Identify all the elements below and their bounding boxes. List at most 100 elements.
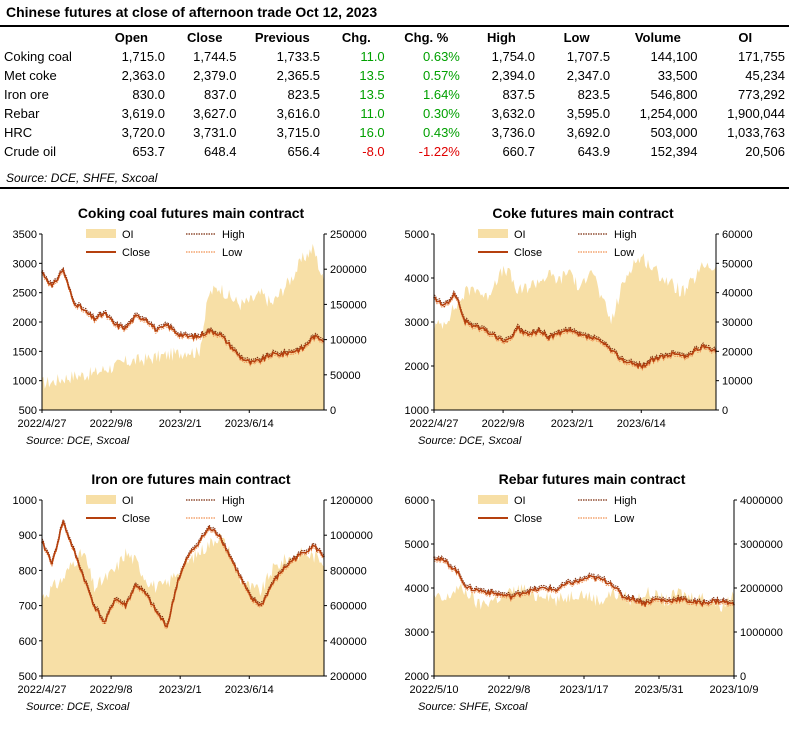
y-left-tick-label: 3000 (405, 317, 429, 329)
cell-chgpct: 1.64% (423, 87, 460, 102)
close-point (135, 315, 137, 317)
close-point (577, 580, 580, 583)
close-point (83, 576, 85, 579)
y-left-tick-label: 700 (19, 601, 37, 613)
cell-oi: 20,506 (745, 144, 785, 159)
chart-title: Rebar futures main contract (499, 471, 686, 487)
close-point (103, 312, 106, 314)
legend-high-label: High (222, 229, 245, 241)
close-point (93, 604, 95, 607)
close-point (166, 625, 169, 628)
cell-previous: 3,616.0 (276, 106, 321, 121)
x-tick-label: 2022/4/27 (410, 418, 459, 430)
y-left-tick-label: 1000 (405, 405, 429, 417)
cell-previous: 2,365.5 (276, 68, 321, 83)
close-point (633, 598, 635, 600)
cell-high: 2,394.0 (491, 68, 535, 83)
cell-low: 1,707.5 (566, 49, 611, 64)
legend-oi-label: OI (122, 495, 134, 507)
column-header: Close (187, 30, 223, 45)
cell-high: 1,754.0 (491, 49, 535, 64)
chart-title: Coke futures main contract (492, 205, 674, 221)
close-point (566, 582, 569, 585)
close-point (145, 318, 148, 320)
close-point (555, 589, 557, 591)
legend-oi-swatch (478, 495, 508, 504)
close-point (281, 569, 284, 572)
close-point (187, 335, 189, 338)
close-point (208, 527, 210, 529)
cell-oi: 1,900,044 (727, 106, 785, 121)
cell-chg: -8.0 (362, 144, 385, 159)
column-header: Low (563, 30, 590, 45)
legend-close-label: Close (514, 513, 542, 525)
close-point (443, 305, 446, 308)
cell-chgpct: 0.30% (423, 106, 460, 121)
coking-coal-chart: Coking coal futures main contract 500 1000… (0, 198, 392, 458)
y-right-tick-label: 50000 (330, 370, 361, 382)
cell-low: 643.9 (577, 144, 611, 159)
close-point (688, 600, 691, 602)
cell-volume: 152,394 (650, 144, 698, 159)
close-point (281, 353, 284, 356)
chart-svg: Rebar futures main contract 2000 3000 4000 5… (405, 471, 783, 713)
close-point (135, 583, 137, 586)
y-right-tick-label: 0 (722, 405, 728, 417)
close-point (610, 349, 613, 352)
y-left-tick-label: 2000 (405, 671, 429, 683)
cell-close: 3,627.0 (193, 106, 237, 121)
chart-source: Source: DCE, Sxcoal (26, 435, 130, 447)
close-point (711, 600, 713, 602)
legend-close-label: Close (122, 513, 150, 525)
close-point (197, 541, 200, 543)
close-line (41, 519, 325, 628)
close-point (631, 363, 634, 365)
y-right-tick-label: 1000000 (330, 530, 373, 542)
close-point (477, 589, 480, 591)
close-point (544, 587, 546, 589)
close-point (250, 362, 252, 364)
close-point (93, 318, 95, 320)
cell-high: 3,632.0 (491, 106, 535, 121)
close-point (103, 622, 106, 624)
x-tick-label: 2022/5/10 (410, 684, 459, 696)
y-right-tick-label: 400000 (330, 636, 367, 648)
top-divider (0, 25, 789, 27)
close-point (600, 341, 602, 343)
chart-source: Source: DCE, Sxcoal (26, 701, 130, 713)
commodity-name: Crude oil (4, 144, 57, 159)
column-header: OI (738, 30, 753, 45)
x-tick-label: 2023/2/1 (551, 418, 594, 430)
cell-open: 1,715.0 (121, 49, 165, 64)
cell-open: 653.7 (132, 144, 165, 159)
cell-close: 837.0 (203, 87, 237, 102)
cell-oi: 1,033,763 (727, 125, 785, 140)
close-point (652, 358, 655, 361)
close-point (291, 350, 294, 353)
cell-close: 3,731.0 (193, 125, 237, 140)
close-line (433, 556, 735, 608)
close-point (260, 604, 263, 607)
close-point (197, 335, 200, 338)
table-row: Rebar 3,619.0 3,627.0 3,616.0 11.0 0.30% 3,632… (0, 104, 789, 123)
close-point (579, 334, 581, 336)
close-point (621, 358, 623, 361)
close-point (145, 594, 148, 596)
close-point (527, 334, 529, 336)
high-line (433, 555, 735, 605)
close-point (466, 587, 469, 589)
column-header: Previous (254, 30, 310, 45)
close-point (218, 534, 221, 536)
cell-chgpct: 0.57% (423, 68, 460, 83)
cell-open: 3,619.0 (121, 106, 165, 121)
cell-close: 1,744.5 (193, 49, 237, 64)
x-tick-label: 2022/9/8 (488, 684, 531, 696)
close-point (72, 300, 75, 303)
legend-oi-swatch (86, 495, 116, 504)
close-point (72, 548, 75, 551)
legend-oi-swatch (86, 229, 116, 238)
oi-area (434, 583, 734, 676)
cell-chg: 16.0 (359, 125, 385, 140)
close-point (666, 600, 669, 602)
close-point (516, 327, 519, 330)
